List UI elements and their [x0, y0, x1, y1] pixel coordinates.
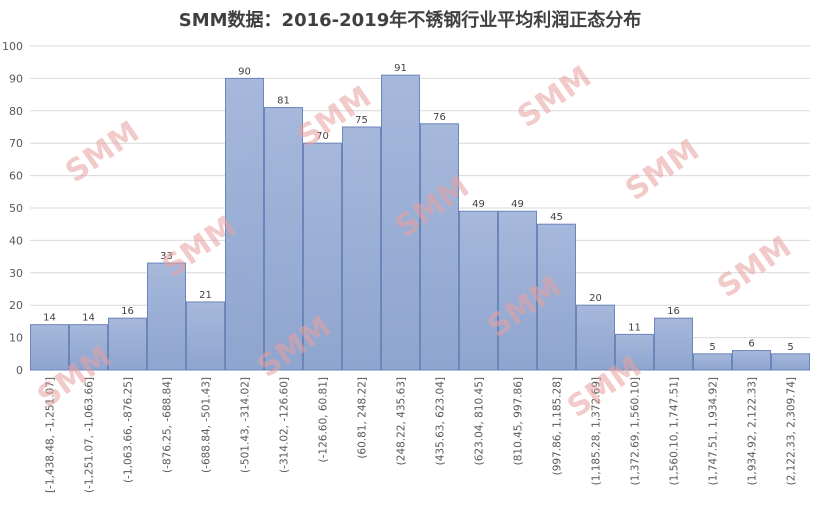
histogram-bar [576, 304, 615, 371]
bar-value-label: 16 [667, 306, 680, 317]
bar-value-label: 11 [628, 322, 641, 333]
histogram-bar [498, 210, 537, 371]
bar-value-label: 6 [748, 339, 754, 350]
histogram-bar [771, 353, 810, 371]
x-tick-label: (-501.43, -314.02] [240, 377, 252, 473]
bar-value-label: 14 [82, 313, 95, 324]
y-tick-label: 80 [9, 105, 23, 118]
histogram-bar [615, 333, 654, 371]
bar-value-label: 75 [355, 115, 368, 126]
y-tick-label: 50 [9, 202, 23, 215]
x-tick-label: (435.63, 623.04] [435, 377, 447, 465]
y-tick-label: 70 [9, 137, 23, 150]
bar-value-label: 49 [472, 199, 485, 210]
smm-watermark: SMM [511, 60, 598, 135]
histogram-bar [186, 301, 225, 371]
histogram-bar [381, 74, 420, 371]
x-tick-label: (1,372.69, 1,560.10] [630, 377, 642, 485]
bar-value-label: 91 [394, 63, 407, 74]
y-tick-label: 20 [9, 299, 23, 312]
y-tick-label: 10 [9, 332, 23, 345]
smm-watermark: SMM [59, 115, 146, 190]
histogram-bar [537, 223, 576, 371]
histogram-bar [30, 324, 69, 371]
chart-title: SMM数据：2016-2019年不锈钢行业平均利润正态分布 [178, 10, 642, 31]
histogram-bar [147, 262, 186, 371]
x-tick-label: (2,122.33, 2,309.74] [786, 377, 798, 485]
x-tick-label: (1,560.10, 1,747.51] [669, 377, 681, 485]
histogram-bar [303, 142, 342, 371]
bar-value-label: 5 [709, 342, 715, 353]
bar-value-label: 81 [277, 96, 290, 107]
histogram-bar [693, 353, 732, 371]
x-tick-label: (1,747.51, 1,934.92] [708, 377, 720, 485]
smm-watermark: SMM [619, 133, 706, 208]
histogram-bar [108, 317, 147, 371]
bar-value-label: 20 [589, 293, 602, 304]
watermark-text: SMM [619, 133, 706, 208]
x-tick-label: (60.81, 248.22] [357, 377, 369, 459]
x-tick-label: (-1,063.66, -876.25] [123, 377, 135, 483]
histogram-bar [69, 324, 108, 371]
watermark-text: SMM [59, 115, 146, 190]
histogram-bar [654, 317, 693, 371]
x-tick-label: (623.04, 810.45] [474, 377, 486, 465]
watermark-text: SMM [511, 60, 598, 135]
bar-value-label: 45 [550, 212, 563, 223]
histogram-bar [459, 210, 498, 371]
x-tick-label: (-1,251.07, -1,063.66] [84, 377, 96, 493]
histogram-bar [225, 77, 264, 371]
y-tick-label: 90 [9, 72, 23, 85]
bar-value-label: 21 [199, 290, 212, 301]
x-tick-label: [-1,438.48, -1,251.07] [45, 377, 57, 493]
bar-value-label: 5 [787, 342, 793, 353]
x-tick-label: (1,185.28, 1,372.69] [591, 377, 603, 485]
bar-value-label: 49 [511, 199, 524, 210]
y-tick-label: 30 [9, 267, 23, 280]
histogram-bar [420, 123, 459, 371]
x-tick-label: (1,934.92, 2,122.33] [747, 377, 759, 485]
bar-value-label: 76 [433, 112, 446, 123]
x-tick-label: (-688.84, -501.43] [201, 377, 213, 473]
bar-value-label: 90 [238, 66, 251, 77]
histogram-bar [342, 126, 381, 371]
bar-value-label: 16 [121, 306, 134, 317]
bar-value-label: 70 [316, 131, 329, 142]
y-tick-label: 0 [16, 364, 23, 377]
x-tick-label: (997.86, 1,185.28] [552, 377, 564, 475]
histogram-bar [732, 350, 771, 371]
bar-value-label: 14 [43, 313, 56, 324]
y-tick-label: 60 [9, 170, 23, 183]
y-tick-label: 40 [9, 234, 23, 247]
x-tick-label: (-126.60, 60.81] [318, 377, 330, 462]
bar-value-label: 33 [160, 251, 173, 262]
histogram-bar [264, 107, 303, 371]
x-tick-label: (248.22, 435.63] [396, 377, 408, 465]
y-tick-label: 100 [2, 40, 23, 53]
x-tick-label: (810.45, 997.86] [513, 377, 525, 465]
x-tick-label: (-314.02, -126.60] [279, 377, 291, 473]
x-tick-label: (-876.25, -688.84] [162, 377, 174, 473]
